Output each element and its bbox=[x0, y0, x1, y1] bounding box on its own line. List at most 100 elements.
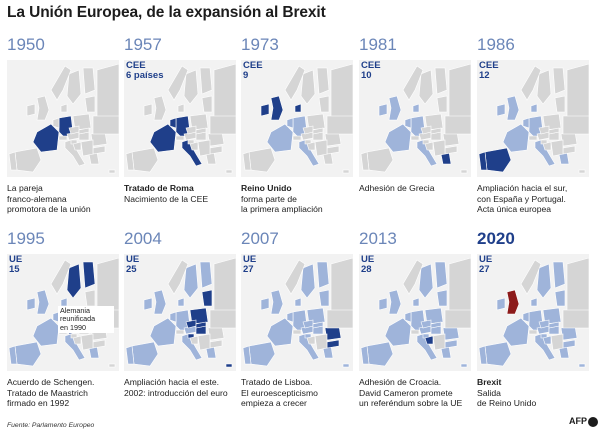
country-benelux bbox=[404, 311, 412, 323]
country-uk bbox=[388, 289, 402, 315]
country-finland bbox=[552, 261, 566, 289]
country-ireland bbox=[143, 297, 153, 311]
country-ukraine bbox=[326, 115, 353, 135]
organization-label: UE bbox=[9, 254, 23, 265]
country-balkans bbox=[314, 139, 328, 157]
country-ireland bbox=[26, 103, 36, 117]
panel-text: Ampliación hacia el sur, con España y Po… bbox=[477, 183, 568, 215]
country-sweden bbox=[418, 69, 434, 105]
map-shapes bbox=[242, 257, 353, 368]
europe-map: CEE 12 bbox=[477, 60, 589, 177]
country-sweden bbox=[300, 69, 316, 105]
country-ukraine bbox=[326, 309, 353, 329]
member-count-badge: UE 28 bbox=[361, 255, 374, 275]
panel-2004: 2004 UE 25 Ampliación hacia el este. 2002: … bbox=[124, 230, 236, 416]
country-bulgaria bbox=[326, 145, 340, 155]
member-count-badge: UE 27 bbox=[479, 255, 492, 275]
panel-text: Nacimiento de la CEE bbox=[124, 193, 209, 204]
country-benelux bbox=[522, 311, 530, 323]
panel-year: 1950 bbox=[7, 35, 45, 54]
country-cyprus bbox=[225, 363, 233, 368]
country-croatia bbox=[306, 141, 316, 151]
country-portugal bbox=[242, 345, 252, 365]
panel-description: Acuerdo de Schengen. Tratado de Maastric… bbox=[7, 377, 121, 409]
country-sweden bbox=[536, 263, 552, 299]
country-ireland bbox=[260, 297, 270, 311]
country-benelux bbox=[169, 117, 177, 129]
country-benelux bbox=[522, 117, 530, 129]
country-france bbox=[32, 123, 60, 153]
panel-1981: 1981 CEE 10 Adhesión de Grecia bbox=[359, 36, 471, 226]
country-france bbox=[266, 123, 294, 153]
country-bulgaria bbox=[92, 145, 106, 155]
panel-year: 1981 bbox=[359, 35, 397, 54]
country-slovakia bbox=[195, 127, 207, 135]
country-norway bbox=[520, 65, 542, 101]
panel-year: 2020 bbox=[477, 229, 515, 248]
panel-2007: 2007 UE 27 Tratado de Lisboa. El euroescept… bbox=[241, 230, 353, 416]
country-france bbox=[384, 123, 412, 153]
country-ukraine bbox=[562, 115, 589, 135]
country-swiss bbox=[410, 135, 420, 141]
country-uk bbox=[506, 289, 520, 315]
country-ukraine bbox=[92, 115, 119, 135]
country-cyprus bbox=[578, 363, 586, 368]
panel-description: Ampliación hacia el sur, con España y Po… bbox=[477, 183, 591, 215]
country-portugal bbox=[242, 151, 252, 171]
country-swiss bbox=[292, 135, 302, 141]
map-shapes bbox=[125, 257, 236, 368]
panel-2013: 2013 UE 28 Adhesión de Croacia. David Camer… bbox=[359, 230, 471, 416]
country-finland bbox=[316, 261, 330, 289]
country-norway bbox=[402, 65, 424, 101]
country-sweden bbox=[183, 69, 199, 105]
country-france bbox=[149, 317, 177, 347]
country-portugal bbox=[125, 151, 135, 171]
country-balkans bbox=[432, 333, 446, 351]
country-france bbox=[149, 123, 177, 153]
country-swiss bbox=[292, 329, 302, 335]
country-bulgaria bbox=[92, 339, 106, 349]
member-count: 6 países bbox=[126, 70, 164, 81]
europe-map: UE 28 bbox=[359, 254, 471, 371]
country-bulgaria bbox=[562, 145, 576, 155]
member-count-badge: CEE 12 bbox=[479, 61, 499, 81]
europe-map: CEE 9 bbox=[241, 60, 353, 177]
europe-map: CEE 10 bbox=[359, 60, 471, 177]
panel-text: La pareja franco-alemana promotora de la… bbox=[7, 183, 91, 215]
country-norway bbox=[50, 259, 72, 295]
country-swiss bbox=[528, 329, 538, 335]
country-finland bbox=[552, 67, 566, 95]
member-count: 25 bbox=[126, 264, 137, 275]
country-sweden bbox=[66, 263, 82, 299]
country-portugal bbox=[478, 345, 488, 365]
country-croatia bbox=[424, 335, 434, 345]
country-uk bbox=[388, 95, 402, 121]
country-cyprus bbox=[578, 169, 586, 174]
map-shapes bbox=[125, 63, 236, 174]
country-finland bbox=[434, 261, 448, 289]
country-spain bbox=[366, 341, 394, 367]
country-baltics bbox=[84, 95, 96, 113]
country-bulgaria bbox=[209, 145, 223, 155]
country-denmark bbox=[530, 297, 538, 307]
country-swiss bbox=[58, 135, 68, 141]
map-shapes bbox=[478, 257, 589, 368]
country-finland bbox=[434, 67, 448, 95]
organization-label: UE bbox=[126, 254, 140, 265]
country-cyprus bbox=[225, 169, 233, 174]
country-ireland bbox=[260, 103, 270, 117]
panel-description: Adhesión de Grecia bbox=[359, 183, 473, 194]
country-slovakia bbox=[195, 321, 207, 329]
panel-description: Tratado de Roma Nacimiento de la CEE bbox=[124, 183, 238, 204]
member-count-badge: CEE 10 bbox=[361, 61, 381, 81]
country-baltics bbox=[436, 95, 448, 113]
country-portugal bbox=[8, 345, 18, 365]
country-croatia bbox=[542, 335, 552, 345]
country-sweden bbox=[536, 69, 552, 105]
country-baltics bbox=[84, 289, 96, 307]
country-balkans bbox=[314, 333, 328, 351]
organization-label: CEE bbox=[243, 60, 263, 71]
country-portugal bbox=[360, 345, 370, 365]
country-uk bbox=[270, 95, 284, 121]
afp-logo-mark-icon bbox=[588, 416, 598, 427]
